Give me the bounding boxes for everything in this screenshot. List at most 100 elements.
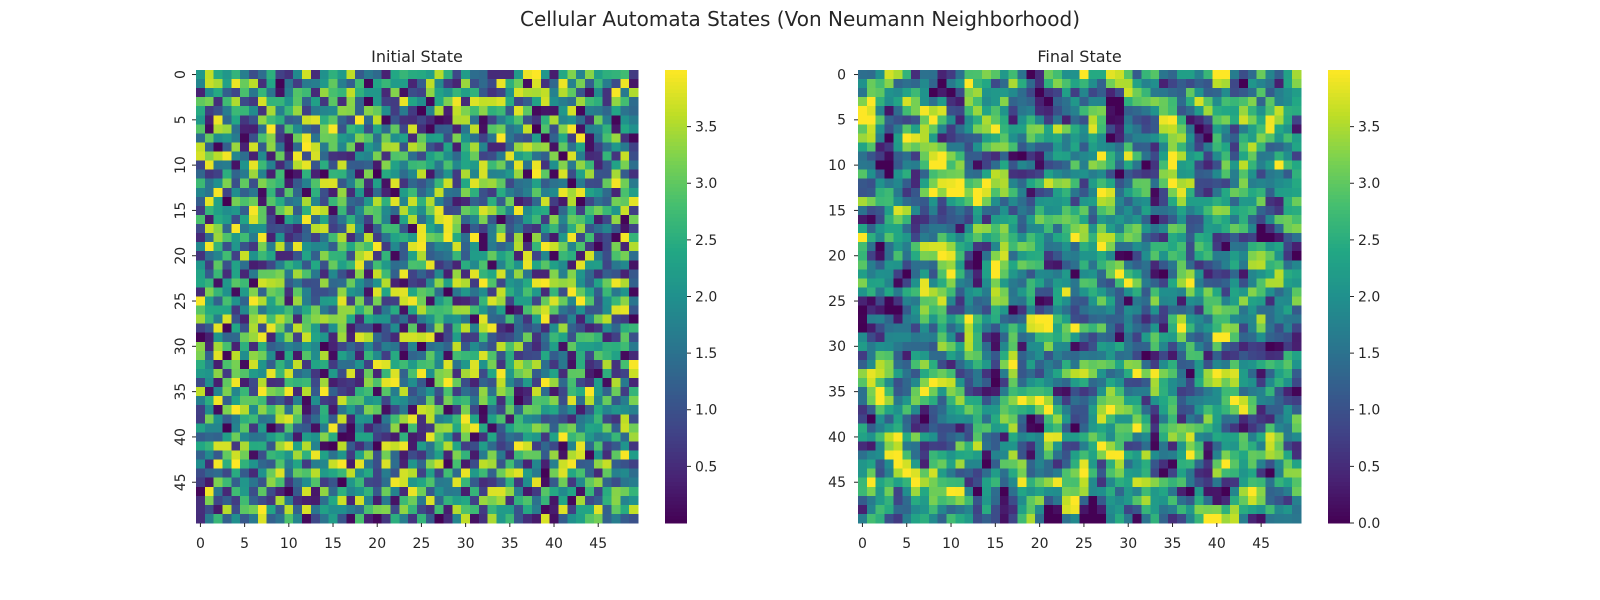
heatmap-cell (390, 187, 400, 198)
heatmap-cell (1097, 169, 1107, 180)
heatmap-cell (1230, 260, 1240, 270)
heatmap-cell (549, 432, 559, 442)
heatmap-cell (390, 260, 400, 270)
heatmap-cell (990, 233, 1001, 243)
heatmap-cell (284, 269, 294, 279)
heatmap-cell (558, 341, 568, 352)
heatmap-cell (496, 332, 506, 343)
heatmap-cell (584, 359, 595, 370)
heatmap-cell (1168, 160, 1178, 171)
heatmap-cell (540, 142, 550, 152)
heatmap-cell (1123, 115, 1134, 125)
heatmap-cell (1035, 88, 1045, 98)
heatmap-cell (1052, 368, 1063, 379)
heatmap-cell (558, 242, 568, 252)
heatmap-cell (567, 296, 577, 306)
heatmap-cell (443, 169, 453, 180)
heatmap-cell (990, 205, 1001, 216)
heatmap-cell (293, 97, 303, 107)
heatmap-cell (355, 513, 365, 524)
heatmap-cell (1212, 414, 1222, 424)
heatmap-cell (487, 477, 497, 488)
heatmap-cell (893, 314, 903, 325)
heatmap-cell (973, 305, 983, 316)
heatmap-cell (911, 468, 921, 479)
heatmap-cell (523, 513, 533, 524)
heatmap-cell (540, 495, 550, 506)
heatmap-cell (1238, 359, 1249, 370)
heatmap-cell (496, 97, 506, 107)
heatmap-cell (249, 450, 259, 460)
heatmap-cell (920, 196, 930, 207)
heatmap-cell (328, 323, 338, 334)
heatmap-cell (222, 142, 232, 152)
heatmap-cell (937, 187, 947, 198)
heatmap-cell (452, 296, 462, 306)
heatmap-cell (1008, 269, 1018, 279)
heatmap-cell (531, 368, 542, 379)
heatmap-cell (558, 414, 568, 424)
heatmap-cell (1132, 405, 1142, 415)
heatmap-cell (434, 97, 444, 107)
heatmap-cell (1088, 178, 1098, 189)
heatmap-cell (1168, 287, 1178, 297)
heatmap-cell (999, 441, 1010, 451)
heatmap-cell (1026, 405, 1036, 415)
heatmap-cell (1212, 332, 1222, 343)
heatmap-cell (884, 368, 894, 379)
heatmap-cell (1265, 205, 1275, 216)
heatmap-cell (1017, 196, 1027, 207)
heatmap-cell (257, 368, 268, 379)
heatmap-cell (302, 332, 312, 343)
heatmap-cell (999, 468, 1010, 479)
heatmap-cell (461, 495, 471, 506)
heatmap-cell (937, 387, 947, 397)
heatmap-cell (576, 423, 586, 433)
heatmap-cell (496, 359, 506, 370)
heatmap-cell (1203, 468, 1213, 479)
heatmap-cell (593, 205, 604, 216)
heatmap-cell (302, 196, 312, 207)
heatmap-cell (629, 196, 639, 207)
heatmap-cell (328, 350, 338, 361)
heatmap-cell (399, 88, 409, 98)
heatmap-cell (478, 378, 489, 388)
heatmap-cell (240, 459, 250, 470)
heatmap-cell (990, 432, 1001, 442)
heatmap-cell (452, 305, 462, 316)
heatmap-cell (390, 459, 400, 470)
heatmap-cell (319, 224, 329, 234)
heatmap-cell (337, 79, 347, 89)
heatmap-cell (937, 341, 947, 352)
heatmap-cell (1176, 305, 1187, 316)
heatmap-cell (470, 459, 480, 470)
heatmap-cell (372, 196, 383, 207)
heatmap-cell (531, 477, 542, 488)
heatmap-cell (514, 387, 524, 397)
heatmap-cell (629, 124, 639, 134)
heatmap-cell (946, 468, 956, 479)
heatmap-cell (1159, 287, 1169, 297)
heatmap-cell (602, 323, 612, 334)
heatmap-cell (257, 305, 268, 316)
heatmap-cell (1159, 187, 1169, 198)
heatmap-cell (355, 287, 365, 297)
heatmap-cell (1026, 79, 1036, 89)
heatmap-cell (1221, 187, 1231, 198)
heatmap-cell (390, 269, 400, 279)
heatmap-cell (231, 305, 241, 316)
heatmap-cell (452, 405, 462, 415)
heatmap-cell (461, 115, 471, 125)
heatmap-cell (372, 323, 383, 334)
heatmap-cell (1097, 79, 1107, 89)
heatmap-cell (399, 205, 409, 216)
heatmap-cell (1123, 396, 1134, 406)
heatmap-cell (1044, 79, 1054, 89)
heatmap-cell (399, 242, 409, 252)
heatmap-cell (558, 368, 568, 379)
heatmap-cell (231, 251, 241, 261)
heatmap-cell (920, 350, 930, 361)
heatmap-cell (593, 296, 604, 306)
heatmap-cell (1168, 97, 1178, 107)
